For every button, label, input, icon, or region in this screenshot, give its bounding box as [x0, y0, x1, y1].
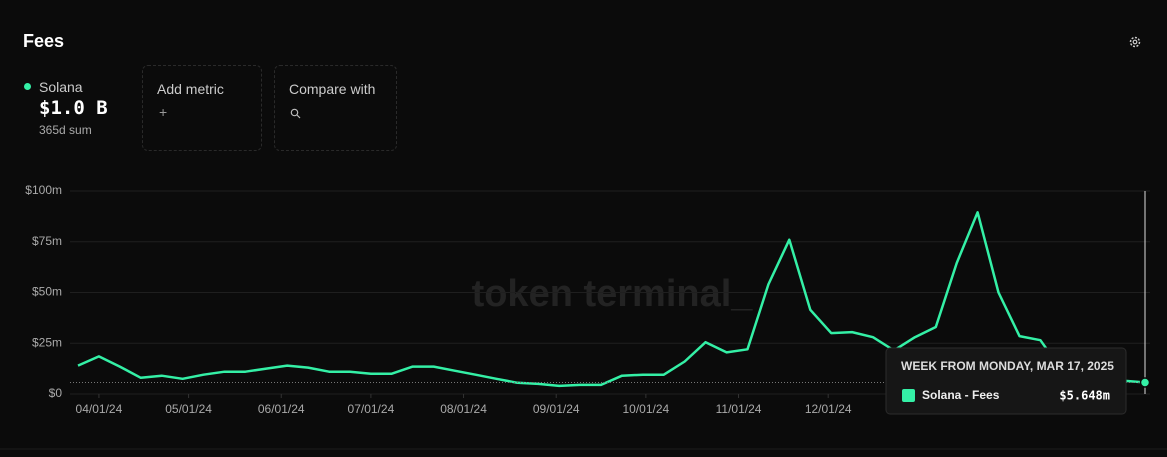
metric-note: 365d sum [39, 123, 92, 137]
tooltip-value: $5.648m [1059, 389, 1110, 403]
metric-value: $1.0 B [39, 97, 108, 119]
legend-dot [24, 83, 31, 90]
y-tick-label: $25m [32, 335, 62, 349]
x-tick-label: 12/01/24 [805, 402, 852, 416]
y-tick-label: $100m [25, 183, 62, 197]
x-tick-label: 11/01/24 [716, 402, 762, 416]
tooltip-series: Solana - Fees [922, 388, 1000, 402]
y-tick-label: $50m [32, 285, 62, 299]
x-tick-label: 08/01/24 [440, 402, 487, 416]
add-icon: + [159, 104, 168, 120]
tooltip-box [885, 347, 1127, 415]
metric-name: Solana [39, 79, 83, 95]
x-tick-label: 07/01/24 [348, 402, 395, 416]
x-tick-label: 10/01/24 [623, 402, 670, 416]
y-tick-label: $0 [49, 386, 63, 400]
button-label: Add metric [157, 81, 224, 97]
button-label: Compare with [289, 81, 376, 97]
x-tick-label: 06/01/24 [258, 402, 305, 416]
hover-point [1139, 377, 1151, 388]
watermark: token terminal_ [472, 273, 754, 315]
x-tick-label: 04/01/24 [76, 402, 123, 416]
tooltip: WEEK FROM MONDAY, MAR 17, 2025 Solana - F… [885, 347, 1127, 415]
x-tick-label: 05/01/24 [165, 402, 212, 416]
add-metric-button[interactable]: Add metric + [142, 65, 262, 151]
compare-button[interactable]: Compare with [274, 65, 397, 151]
series-line [77, 211, 1146, 388]
y-tick-label: $75m [32, 234, 62, 248]
settings-icon[interactable] [1128, 35, 1142, 49]
chart-title: Fees [23, 31, 65, 51]
tooltip-title: WEEK FROM MONDAY, MAR 17, 2025 [901, 359, 1114, 373]
search-icon [290, 108, 301, 119]
x-tick-label: 09/01/24 [533, 402, 580, 416]
tooltip-swatch [902, 389, 915, 402]
